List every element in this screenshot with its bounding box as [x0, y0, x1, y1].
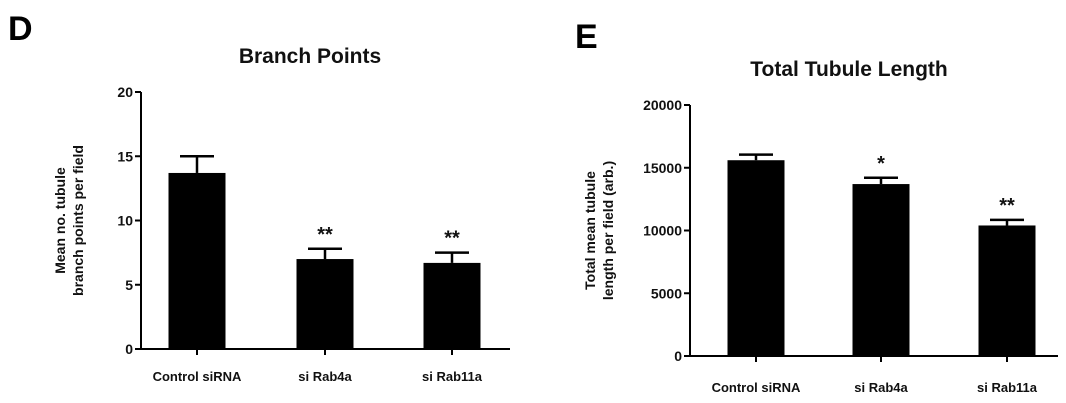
panel-d-category-label: si Rab4a [298, 369, 352, 384]
panel-d-y-tick-label: 15 [117, 148, 133, 164]
panel-d-bar-3 [423, 262, 481, 349]
panel-d-significance-label: ** [317, 224, 333, 246]
panel-e-bar-3 [978, 225, 1036, 356]
panel-e-y-axis-label: length per field (arb.) [600, 161, 616, 300]
panel-e-title: Total Tubule Length [750, 58, 948, 81]
panel-e-y-tick-label: 20000 [643, 97, 682, 113]
panel-d-y-tick-label: 20 [117, 84, 133, 100]
panel-d-significance-label: ** [444, 228, 460, 250]
panel-e-category-label: Control siRNA [712, 380, 801, 395]
panel-e-category-label: si Rab4a [854, 380, 908, 395]
panel-d-y-tick-label: 0 [125, 341, 133, 357]
panel-e-y-tick-label: 15000 [643, 160, 682, 176]
panel-e-significance-label: * [877, 153, 885, 175]
panel-e-y-tick-label: 5000 [651, 285, 682, 301]
panel-e-letter: E [575, 18, 598, 56]
panel-d-y-axis-label: Mean no. tubule [52, 167, 68, 274]
panel-d-y-tick-label: 10 [117, 213, 133, 229]
panel-d-letter: D [8, 10, 33, 48]
panel-e-y-tick-label: 10000 [643, 223, 682, 239]
panel-e-bar-1 [727, 160, 785, 356]
panel-d-category-label: Control siRNA [153, 369, 242, 384]
panel-d-bar-2 [296, 259, 354, 349]
panel-d-bar-1 [168, 172, 226, 349]
panel-e-category-label: si Rab11a [977, 380, 1038, 395]
panel-e-bar-2 [852, 184, 910, 356]
panel-d-category-label: si Rab11a [422, 369, 483, 384]
panel-d-title: Branch Points [239, 45, 381, 68]
panel-e-y-tick-label: 0 [674, 348, 682, 364]
panel-e-significance-label: ** [999, 195, 1015, 217]
panel-d-y-tick-label: 5 [125, 277, 133, 293]
panel-d-y-axis-label: branch points per field [70, 145, 86, 296]
panel-e-y-axis-label: Total mean tubule [582, 171, 598, 290]
